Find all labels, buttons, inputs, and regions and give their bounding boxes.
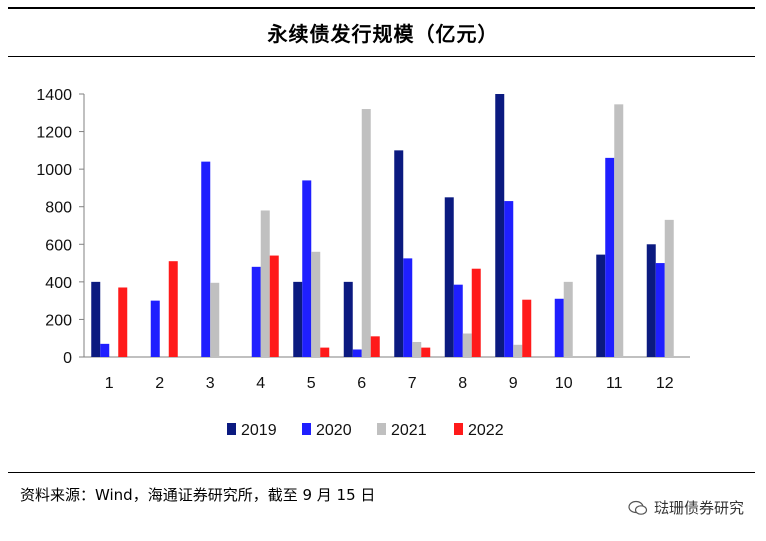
bar-2019-8 (444, 197, 454, 357)
bar-2022-6 (370, 336, 380, 357)
x-tick-label: 3 (206, 375, 215, 392)
bar-2022-9 (522, 299, 532, 357)
bar-2020-3 (201, 161, 211, 357)
x-tick-label: 8 (458, 375, 467, 392)
bar-2019-9 (495, 94, 505, 357)
bar-2019-1 (91, 281, 101, 357)
x-tick-label: 1 (105, 375, 114, 392)
bar-2020-12 (655, 263, 665, 357)
bar-2021-10 (563, 281, 573, 357)
x-axis: 1 2 3 4 5 6 7 8 9 10 11 12 (84, 356, 690, 392)
x-tick-label: 2 (155, 375, 164, 392)
bar-2021-8 (462, 333, 472, 357)
bar-2019-5 (293, 281, 303, 357)
bar-2021-11 (614, 104, 624, 357)
x-tick-label: 12 (656, 375, 674, 392)
y-tick-label: 1400 (36, 87, 72, 104)
source-note: 资料来源：Wind，海通证券研究所，截至 9 月 15 日 (20, 486, 376, 504)
bar-2019-12 (646, 244, 656, 357)
bar-2020-2 (150, 300, 160, 357)
y-tick-label: 600 (45, 237, 72, 254)
wechat-icon (628, 500, 648, 515)
legend-swatch-2020 (302, 423, 311, 435)
y-tick-label: 0 (63, 350, 72, 367)
bar-2022-1 (118, 287, 128, 357)
bar-2020-11 (605, 157, 615, 357)
bar-2022-5 (320, 347, 330, 357)
bar-2021-5 (311, 251, 321, 357)
legend-swatch-2021 (377, 423, 386, 435)
legend-label-2022: 2022 (468, 422, 504, 439)
legend-swatch-2019 (227, 423, 236, 435)
bar-2020-9 (504, 201, 514, 357)
bar-2019-11 (596, 254, 606, 357)
legend-swatch-2022 (454, 423, 463, 435)
legend: 2019 2020 2021 2022 (227, 422, 504, 439)
x-tick-label: 5 (307, 375, 316, 392)
x-tick-label: 4 (256, 375, 265, 392)
bar-2021-3 (210, 282, 220, 357)
bar-2019-6 (343, 281, 353, 357)
bar-2020-1 (100, 343, 110, 357)
bar-2022-7 (421, 347, 431, 357)
legend-label-2019: 2019 (241, 422, 277, 439)
x-tick-label: 10 (555, 375, 573, 392)
y-tick-label: 400 (45, 275, 72, 292)
legend-label-2020: 2020 (316, 422, 352, 439)
bar-2022-4 (269, 255, 279, 357)
x-tick-label: 9 (509, 375, 518, 392)
bar-2020-6 (352, 349, 362, 357)
watermark-text: 琺珊债券研究 (653, 499, 744, 517)
y-tick-label: 1200 (36, 125, 72, 142)
bars (91, 94, 674, 358)
bar-2021-9 (513, 344, 523, 357)
legend-label-2021: 2021 (391, 422, 427, 439)
bar-2020-10 (554, 298, 564, 357)
bar-2021-4 (260, 210, 270, 357)
bar-2020-8 (453, 284, 463, 357)
y-tick-label: 800 (45, 200, 72, 217)
bar-2022-2 (168, 261, 178, 357)
source-rule (8, 472, 755, 473)
bar-2022-8 (471, 268, 481, 357)
bar-2021-7 (412, 341, 422, 357)
bar-2021-6 (361, 109, 371, 358)
x-tick-label: 11 (606, 375, 623, 392)
y-axis: 0 200 400 600 800 1000 1200 1400 (36, 87, 85, 367)
bar-2020-5 (302, 180, 312, 357)
x-tick-label: 6 (357, 375, 366, 392)
y-tick-label: 200 (45, 312, 72, 329)
watermark: 琺珊债券研究 (628, 497, 744, 518)
bar-2021-12 (664, 219, 674, 357)
top-rule (8, 7, 755, 9)
y-tick-label: 1000 (36, 162, 72, 179)
bar-2020-4 (251, 266, 261, 357)
x-tick-label: 7 (408, 375, 417, 392)
bar-2020-7 (403, 258, 413, 357)
title-rule (8, 56, 755, 57)
chart-title: 永续债发行规模（亿元） (267, 22, 499, 46)
bar-2019-7 (394, 150, 404, 357)
